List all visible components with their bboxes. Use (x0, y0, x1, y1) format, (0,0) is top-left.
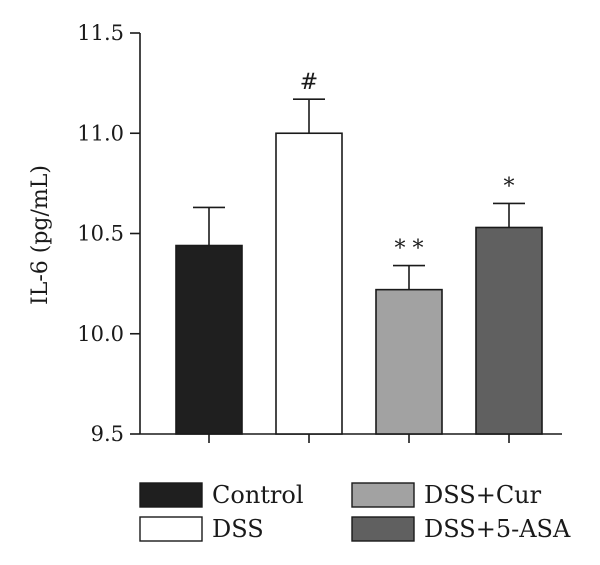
bar-dss-cur (375, 288, 443, 435)
y-axis: 9.5 10.0 10.5 11.0 11.5 (77, 21, 141, 446)
y-tick-label: 11.5 (77, 21, 124, 45)
legend-label-dss-5-asa: DSS+5-ASA (424, 515, 571, 543)
significance-mark-dss: # (300, 70, 318, 95)
x-axis (140, 433, 562, 443)
y-tick-label: 10.0 (77, 322, 124, 346)
legend-swatch-dss-cur (351, 482, 415, 508)
significance-mark-dss-cur: * * (395, 237, 424, 262)
legend: Control DSS DSS+Cur DSS+5-ASA (139, 481, 571, 543)
y-tick-label: 9.5 (91, 422, 124, 446)
legend-swatch-dss (139, 516, 203, 542)
legend-label-control: Control (212, 481, 304, 509)
legend-label-dss-cur: DSS+Cur (424, 481, 542, 509)
y-tick-label: 10.5 (77, 222, 124, 246)
significance-mark-dss-5-asa: * (504, 174, 515, 199)
y-tick-label: 11.0 (77, 121, 124, 145)
y-axis-label: IL-6 (pg/mL) (28, 165, 53, 305)
bars: # * * * (175, 70, 543, 435)
bar-dss-5-asa (475, 226, 543, 435)
legend-swatch-dss-5-asa (351, 516, 415, 542)
bar-control (175, 244, 243, 435)
bar-dss (275, 132, 343, 435)
legend-swatch-control (139, 482, 203, 508)
legend-label-dss: DSS (212, 515, 264, 543)
